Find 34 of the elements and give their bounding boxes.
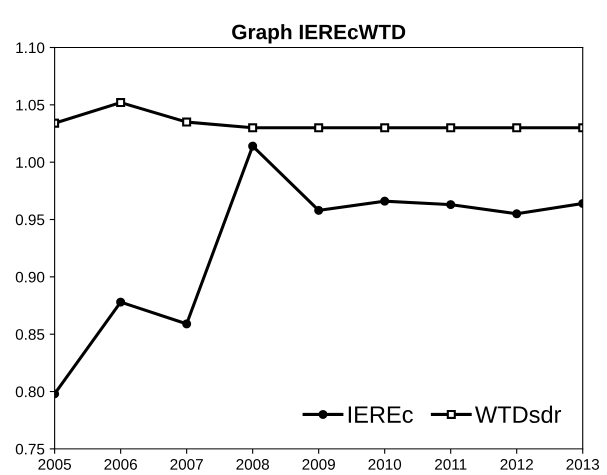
y-tick-label: 1.05 xyxy=(16,100,44,111)
y-tick-label: 1.00 xyxy=(16,157,44,168)
point xyxy=(182,118,192,127)
x-tick-label: 2007 xyxy=(170,459,203,470)
x-tick-label: 2008 xyxy=(236,459,269,470)
y-tick-label: 0.90 xyxy=(16,272,44,283)
x-tick-label: 2012 xyxy=(500,459,533,470)
point xyxy=(446,123,456,132)
point xyxy=(116,298,126,307)
point xyxy=(116,98,126,108)
point xyxy=(182,319,192,328)
point xyxy=(380,123,390,132)
y-tick-label: 0.75 xyxy=(16,444,44,455)
point xyxy=(314,123,324,132)
x-tick-label: 2010 xyxy=(368,459,402,470)
x-tick-label: 2009 xyxy=(302,459,335,470)
point xyxy=(512,209,522,218)
point xyxy=(314,206,324,215)
y-tick-label: 0.80 xyxy=(16,386,44,398)
point xyxy=(248,123,258,132)
chart-title: Graph IEREcWTD xyxy=(232,24,406,44)
point xyxy=(446,200,456,210)
y-tick-label: 1.10 xyxy=(16,42,44,54)
x-tick-label: 2013 xyxy=(566,459,600,470)
y-tick-label: 0.95 xyxy=(16,214,44,226)
x-tick-label: 2006 xyxy=(104,459,137,470)
point xyxy=(380,196,390,206)
x-tick-label: 2011 xyxy=(435,459,466,470)
legend-label: IEREc xyxy=(348,406,413,423)
y-tick-label: 0.85 xyxy=(16,329,44,340)
x-tick-label: 2005 xyxy=(38,459,71,470)
point xyxy=(248,142,258,151)
legend-label: WTDsdr xyxy=(475,406,562,423)
point xyxy=(512,123,522,132)
